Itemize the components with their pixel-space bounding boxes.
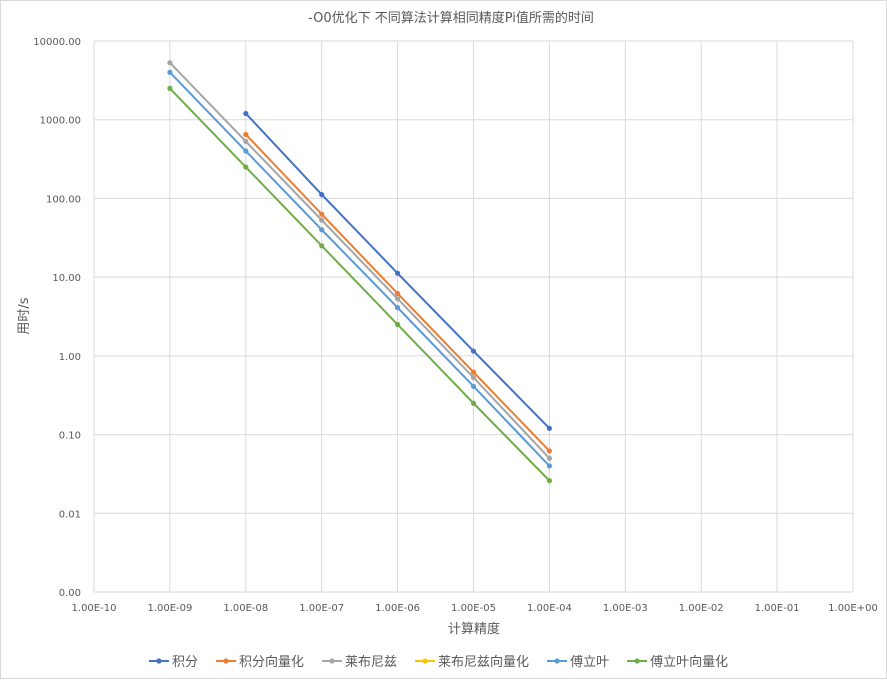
y-tick-label: 0.10 [59, 431, 81, 442]
legend-label: 积分向量化 [239, 654, 304, 670]
data-point [243, 110, 249, 117]
data-point [319, 211, 325, 217]
legend-item: 积分 [149, 655, 198, 670]
legend-label: 傅立叶 [570, 655, 609, 670]
data-point [470, 400, 477, 406]
y-tick-label: 10000.00 [33, 37, 81, 48]
y-tick-label: 1.00 [59, 352, 81, 363]
legend-label: 莱布尼兹 [345, 655, 397, 670]
x-tick-label: 1.00E-05 [451, 603, 496, 614]
legend-label: 傅立叶向量化 [650, 654, 728, 670]
legend-marker [634, 658, 640, 664]
tick-labels: 0.00 0.01 0.10 1.00 10.00 100.00 1000.00 10000.… [33, 37, 878, 614]
data-point [243, 148, 249, 154]
data-point [167, 60, 173, 66]
data-point [546, 478, 553, 484]
series-0 [243, 110, 553, 431]
series-4 [167, 69, 553, 469]
data-point [319, 217, 325, 223]
legend-item: 积分向量化 [216, 654, 304, 670]
data-point [395, 296, 401, 302]
x-tick-label: 1.00E-09 [147, 603, 192, 614]
data-point [395, 305, 401, 311]
legend-label: 莱布尼兹向量化 [438, 654, 529, 670]
y-tick-label: 0.00 [59, 588, 81, 599]
data-point [395, 270, 401, 276]
data-point [319, 191, 325, 198]
data-point [167, 69, 173, 75]
data-point [470, 383, 477, 389]
data-point [243, 138, 249, 145]
series-layer [167, 60, 553, 484]
x-tick-label: 1.00E-02 [679, 603, 724, 614]
legend-item: 莱布尼兹向量化 [415, 654, 529, 670]
data-point [395, 321, 401, 328]
data-point [395, 290, 401, 297]
data-point [319, 227, 325, 233]
legend-item: 莱布尼兹 [322, 655, 397, 670]
x-tick-label: 1.00E-01 [755, 603, 800, 614]
x-tick-label: 1.00E-08 [223, 603, 268, 614]
legend-item: 傅立叶向量化 [627, 654, 728, 670]
x-tick-label: 1.00E-10 [72, 603, 117, 614]
x-tick-label: 1.00E-07 [299, 603, 344, 614]
legend-item: 傅立叶 [547, 655, 609, 670]
legend-marker [156, 658, 162, 664]
series-1 [243, 131, 553, 454]
data-point [470, 374, 477, 381]
data-point [546, 463, 553, 469]
series-5 [167, 85, 553, 484]
x-tick-label: 1.00E+00 [828, 603, 878, 614]
legend-marker [329, 658, 335, 664]
data-point [546, 425, 553, 431]
x-axis-title: 计算精度 [448, 621, 500, 637]
legend-label: 积分 [172, 655, 198, 670]
series-2 [167, 60, 553, 461]
data-point [243, 131, 249, 138]
legend-marker [554, 658, 560, 664]
y-tick-label: 1000.00 [40, 116, 81, 127]
x-tick-label: 1.00E-03 [603, 603, 648, 614]
data-point [319, 243, 325, 249]
y-tick-label: 0.01 [59, 509, 81, 520]
series-line [169, 87, 551, 482]
grid [93, 40, 854, 593]
y-tick-label: 10.00 [52, 273, 81, 284]
series-line [169, 71, 551, 467]
data-point [167, 85, 173, 91]
series-line [169, 62, 551, 459]
data-point [546, 455, 553, 461]
y-axis-title: 用时/s [17, 297, 32, 334]
data-point [243, 164, 249, 170]
y-tick-label: 100.00 [46, 194, 81, 205]
chart-title: -O0优化下 不同算法计算相同精度Pi值所需的时间 [308, 10, 594, 26]
legend-marker [422, 658, 428, 664]
x-tick-label: 1.00E-04 [527, 603, 572, 614]
legend-marker [223, 658, 229, 664]
data-point [546, 448, 553, 454]
data-point [470, 348, 477, 354]
data-point [470, 369, 477, 375]
legend: 积分 积分向量化 莱布尼兹 莱布尼兹向量化 傅立叶 傅立叶向量化 [149, 654, 728, 670]
x-tick-label: 1.00E-06 [375, 603, 420, 614]
